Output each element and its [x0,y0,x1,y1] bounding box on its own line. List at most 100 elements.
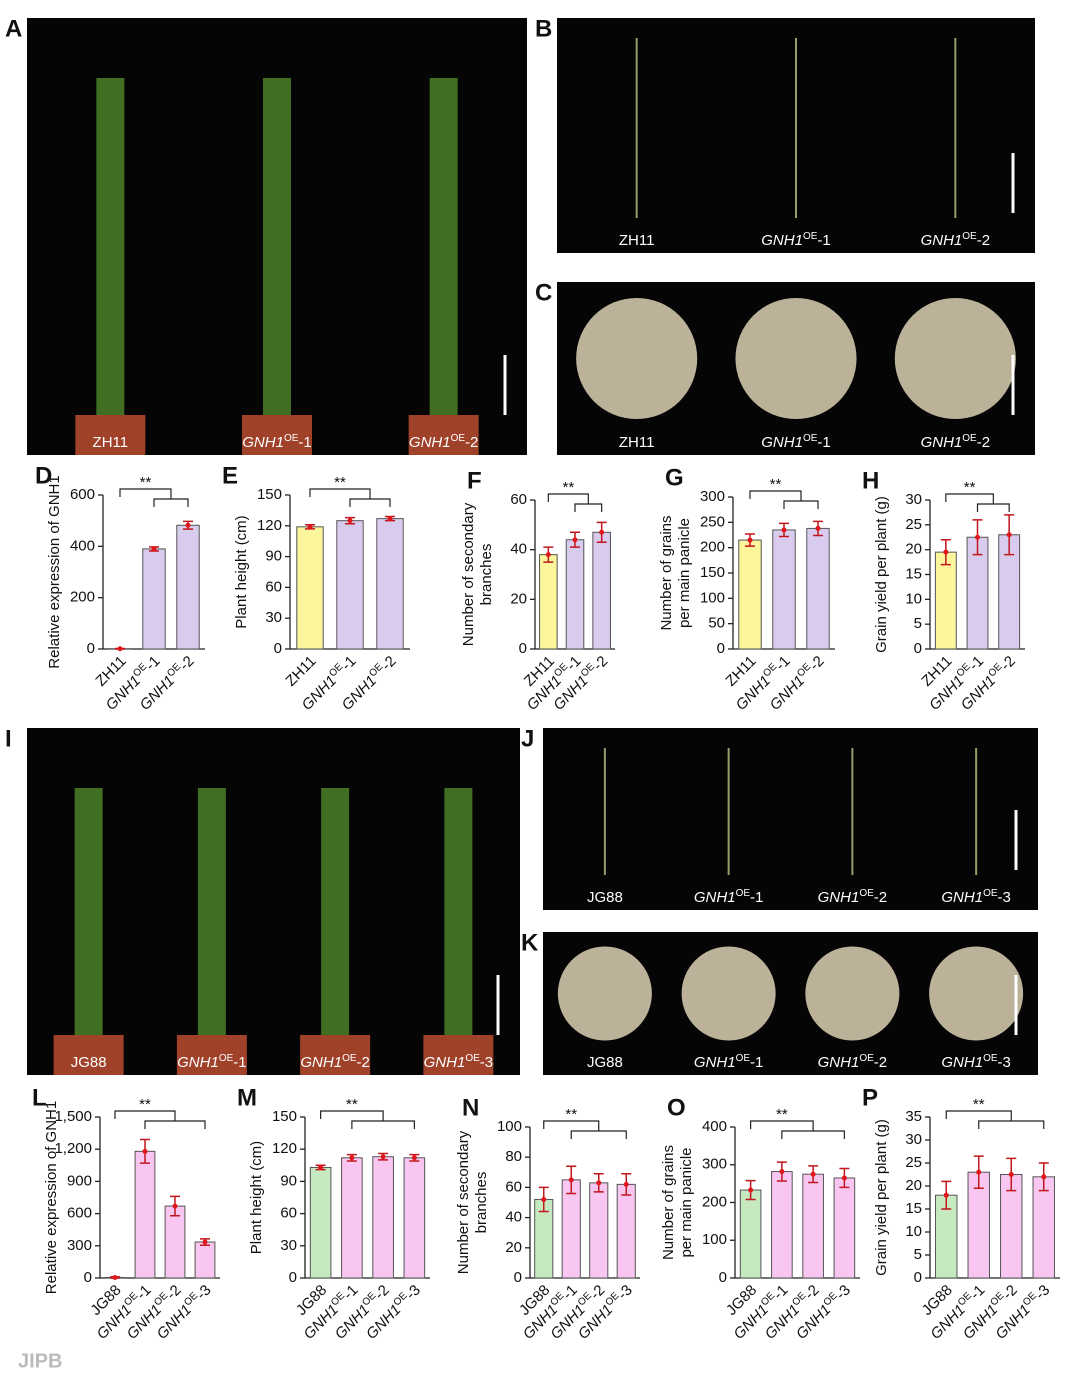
y-tick-label: 5 [914,1246,922,1263]
bar [142,548,166,650]
y-axis-label: Grain yield per plant (g) [873,1119,890,1276]
y-tick-label: 40 [510,541,527,558]
photo-caption: JG88 [587,1054,623,1071]
plant-stem [444,788,473,1035]
mean-dot [112,1274,118,1280]
significance-label: ** [973,1096,985,1113]
significance-bracket [547,493,603,512]
photo-caption: GNH1OE-2 [921,231,990,249]
significance-label: ** [964,479,976,496]
bar [403,1157,426,1279]
mean-dot [172,1203,178,1209]
mean-dot [307,524,313,530]
photo-caption: GNH1OE-2 [300,1053,369,1071]
bar [739,1189,762,1279]
y-tick-label: 0 [87,640,95,657]
y-tick-label: 1,200 [54,1140,92,1157]
y-tick-label: 100 [700,589,725,606]
y-tick-label: 0 [914,640,922,657]
y-tick-label: 90 [265,548,282,565]
bar [589,1182,609,1279]
significance-bracket [119,488,189,507]
mean-dot [387,516,393,522]
mean-dot [623,1181,629,1187]
y-axis-label: per main panicle [678,1147,695,1257]
y-tick-label: 40 [505,1209,522,1226]
plant-pot [53,1035,124,1075]
mean-dot [202,1239,208,1245]
y-tick-label: 15 [905,1200,922,1217]
panel-letter: D [35,462,52,489]
panel-letter: G [665,464,684,491]
plant-pot [242,415,312,455]
bar [561,1179,581,1279]
y-tick-label: 300 [700,488,725,505]
panel-letter: C [535,279,552,306]
y-tick-label: 20 [905,541,922,558]
bar [134,1150,156,1279]
photo-caption: JG88 [71,1054,107,1071]
mean-dot [347,518,353,524]
y-tick-label: 30 [280,1237,297,1254]
y-tick-label: 10 [905,590,922,607]
panel-letter: L [32,1084,47,1111]
photo-caption: GNH1OE-3 [424,1053,493,1071]
plant-pot [300,1035,371,1075]
y-tick-label: 0 [84,1269,92,1286]
bar [1032,1176,1055,1279]
panel-letter: M [237,1084,257,1111]
grain-pile [576,297,698,420]
mean-dot [781,527,787,533]
mean-dot [810,1171,816,1177]
mean-dot [943,1192,949,1198]
y-tick-label: 60 [280,1205,297,1222]
plant-stem [429,78,458,415]
mean-dot [815,525,821,531]
bar [738,539,762,650]
y-tick-label: 0 [914,1269,922,1286]
bar [833,1177,856,1279]
y-tick-label: 200 [70,589,95,606]
y-axis-label: Plant height (cm) [233,515,250,628]
mean-dot [411,1155,417,1161]
plant-pot [423,1035,494,1075]
photo-caption: GNH1OE-2 [818,1053,887,1071]
photo-caption: GNH1OE-1 [694,1053,763,1071]
y-axis-label: Number of secondary [460,502,477,646]
mean-dot [117,646,123,652]
plant-pot [75,415,146,455]
plant-stem [321,788,350,1035]
bar [296,526,324,650]
y-tick-label: 30 [905,1131,922,1148]
y-tick-label: 1,500 [54,1108,92,1125]
photo-caption: ZH11 [619,434,655,451]
plant-pot [176,1035,247,1075]
mean-dot [841,1175,847,1181]
significance-label: ** [346,1096,358,1113]
bar [372,1156,394,1279]
panel-letter: K [521,929,539,956]
plant-stem [197,788,226,1035]
y-axis-label: branches [478,544,495,606]
y-axis-label: Plant height (cm) [248,1141,265,1254]
bar [616,1183,636,1279]
y-tick-label: 300 [67,1237,92,1254]
y-tick-label: 300 [702,1156,727,1173]
significance-label: ** [770,476,782,493]
grain-pile [929,946,1024,1041]
bar [309,1166,332,1279]
y-axis-label: Number of secondary [455,1130,472,1274]
significance-bracket [114,1110,206,1129]
significance-label: ** [334,474,346,491]
significance-bracket [750,1120,845,1139]
bar [176,524,200,650]
mean-dot [1006,532,1012,538]
mean-dot [943,549,949,555]
y-axis-label: Relative expression of GNH1 [43,1101,60,1294]
y-tick-label: 120 [272,1140,297,1157]
mean-dot [779,1169,785,1175]
y-tick-label: 20 [510,590,527,607]
mean-dot [596,1180,602,1186]
bar [934,551,957,650]
bar [592,531,611,650]
